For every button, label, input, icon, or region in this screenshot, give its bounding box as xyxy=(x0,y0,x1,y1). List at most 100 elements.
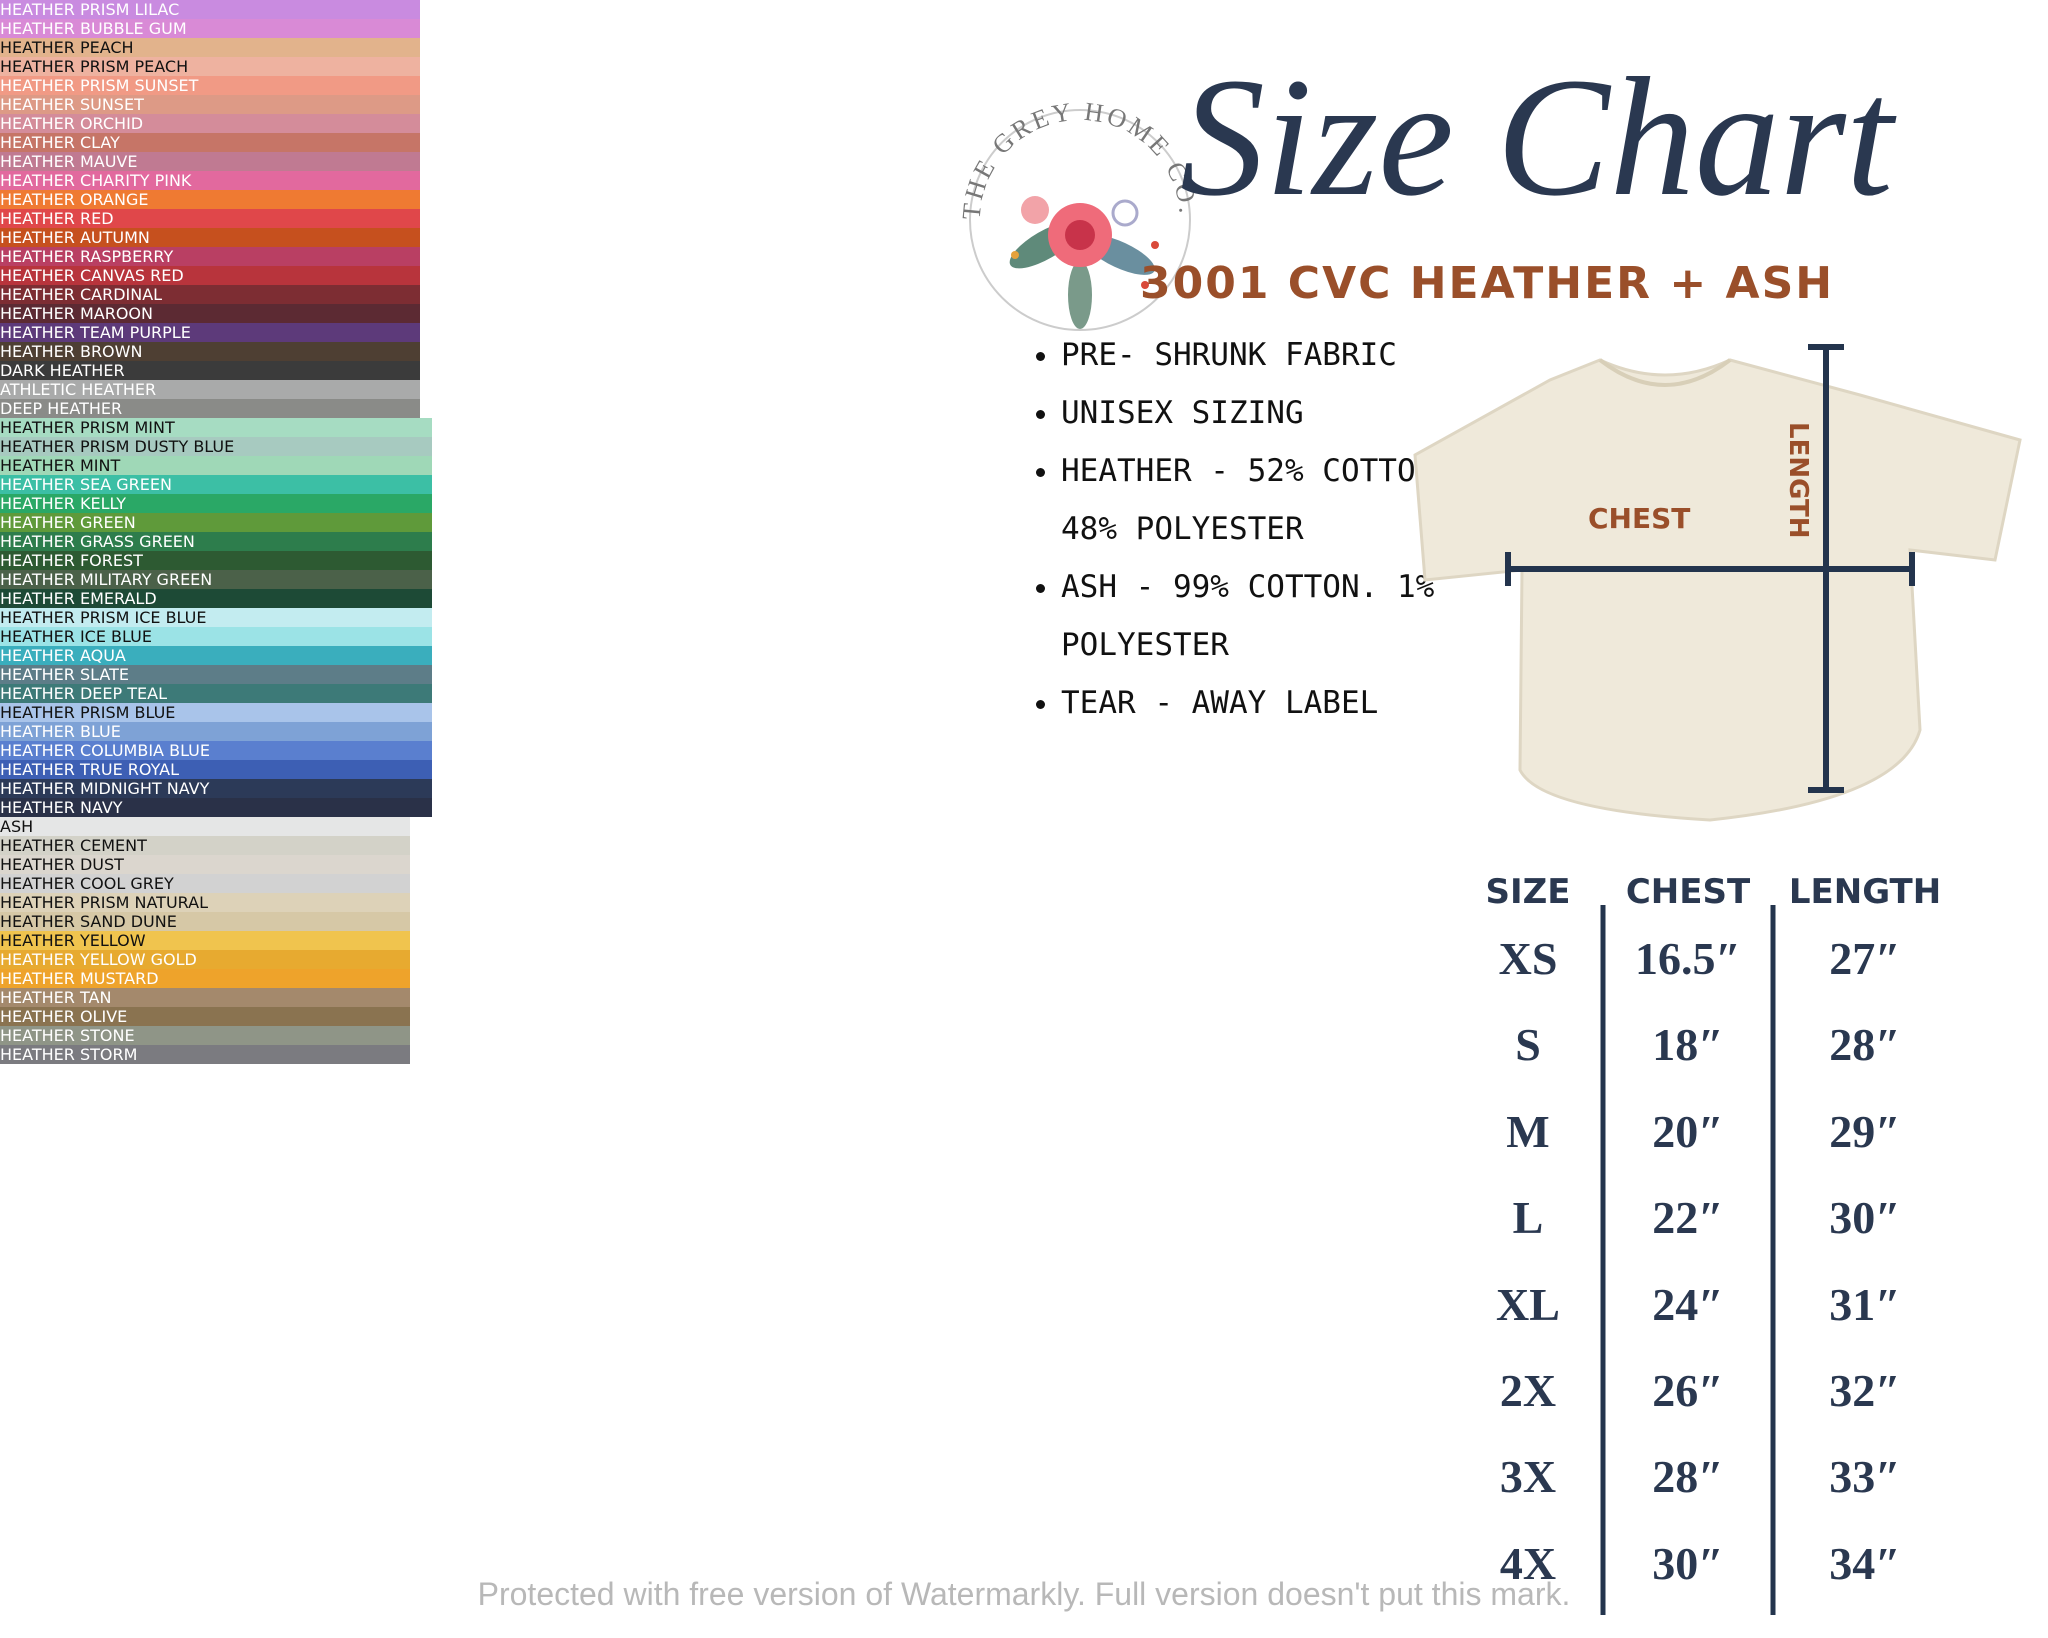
color-swatch: HEATHER MINT xyxy=(0,456,432,475)
color-swatch: HEATHER PRISM ICE BLUE xyxy=(0,608,432,627)
color-swatch: HEATHER MUSTARD xyxy=(0,969,410,988)
color-column: ASH HEATHER CEMENT HEATHER DUST HEATHER COO… xyxy=(0,817,2048,1064)
color-swatch: DEEP HEATHER xyxy=(0,399,420,418)
color-swatch: HEATHER PRISM LILAC xyxy=(0,0,420,19)
color-swatch: HEATHER BLUE xyxy=(0,722,432,741)
table-cell: 24″ xyxy=(1652,1278,1724,1330)
table-cell: 2X xyxy=(1499,1365,1557,1416)
color-swatch: HEATHER BUBBLE GUM xyxy=(0,19,420,38)
color-swatch: HEATHER CANVAS RED xyxy=(0,266,420,285)
title: Size Chart xyxy=(1180,43,1894,231)
color-swatch: HEATHER STONE xyxy=(0,1026,410,1045)
color-swatch: HEATHER DUST xyxy=(0,855,410,874)
color-swatch: HEATHER GREEN xyxy=(0,513,432,532)
color-swatch: HEATHER GRASS GREEN xyxy=(0,532,432,551)
length-label: LENGTH xyxy=(1783,422,1813,538)
table-cell: 4X xyxy=(1499,1537,1557,1589)
table-header: LENGTH xyxy=(1788,872,1942,912)
color-swatch: HEATHER COOL GREY xyxy=(0,874,410,893)
color-swatch: HEATHER AQUA xyxy=(0,646,432,665)
table-cell: 16.5″ xyxy=(1635,933,1741,984)
color-swatch: HEATHER ORANGE xyxy=(0,190,420,209)
color-swatch: HEATHER BROWN xyxy=(0,342,420,361)
color-swatch: HEATHER CLAY xyxy=(0,133,420,152)
color-swatch: HEATHER ICE BLUE xyxy=(0,627,432,646)
table-cell: L xyxy=(1512,1192,1544,1244)
table-cell: 3X xyxy=(1499,1451,1557,1503)
table-cell: 30″ xyxy=(1829,1192,1901,1244)
color-swatch: HEATHER SAND DUNE xyxy=(0,912,410,931)
color-swatch: HEATHER STORM xyxy=(0,1045,410,1064)
feature: UNISEX SIZING xyxy=(1061,384,1461,442)
color-swatch: DARK HEATHER xyxy=(0,361,420,380)
color-swatch: HEATHER RED xyxy=(0,209,420,228)
brand: THE GREY HOME CO. xyxy=(957,97,1203,221)
table-cell: XL xyxy=(1496,1278,1560,1330)
table-cell: 31″ xyxy=(1829,1278,1901,1330)
table-cell: 20″ xyxy=(1652,1105,1724,1157)
color-swatch: ATHLETIC HEATHER xyxy=(0,380,420,399)
color-swatch: HEATHER OLIVE xyxy=(0,1007,410,1026)
table-cell: 27″ xyxy=(1829,933,1901,984)
color-column: HEATHER PRISM LILAC HEATHER BUBBLE GUM HEA… xyxy=(0,0,2048,418)
table-cell: 34″ xyxy=(1829,1537,1901,1589)
color-swatch: HEATHER CHARITY PINK xyxy=(0,171,420,190)
feature: HEATHER - 52% COTTON. 48% POLYESTER xyxy=(1061,442,1461,558)
color-swatch: HEATHER MAUVE xyxy=(0,152,420,171)
color-swatch: ASH xyxy=(0,817,410,836)
subtitle: 3001 CVC HEATHER + ASH xyxy=(1140,258,1835,309)
brand-text: THE GREY HOME CO. xyxy=(957,97,1200,221)
color-swatch: HEATHER EMERALD xyxy=(0,589,432,608)
table-cell: 28″ xyxy=(1829,1019,1901,1071)
color-swatch: HEATHER AUTUMN xyxy=(0,228,420,247)
table-cell: 32″ xyxy=(1829,1365,1901,1416)
feature: PRE- SHRUNK FABRIC xyxy=(1061,326,1461,384)
color-swatch: HEATHER ORCHID xyxy=(0,114,420,133)
color-swatch: HEATHER YELLOW xyxy=(0,931,410,950)
color-swatch: HEATHER NAVY xyxy=(0,798,432,817)
color-swatch: HEATHER PRISM PEACH xyxy=(0,57,420,76)
color-swatch: HEATHER FOREST xyxy=(0,551,432,570)
table-dividers xyxy=(1600,905,1776,1615)
feature: ASH - 99% COTTON. 1% POLYESTER xyxy=(1061,558,1461,674)
table-cell: 26″ xyxy=(1652,1365,1724,1416)
color-swatch: HEATHER SUNSET xyxy=(0,95,420,114)
table-header: CHEST xyxy=(1625,872,1751,912)
color-swatch: HEATHER DEEP TEAL xyxy=(0,684,432,703)
table-cell: 30″ xyxy=(1652,1537,1724,1589)
color-swatch: HEATHER COLUMBIA BLUE xyxy=(0,741,432,760)
logo: THE GREY HOME CO. xyxy=(957,97,1203,331)
shirt: CHEST LENGTH xyxy=(1413,344,2022,822)
color-swatch: HEATHER PRISM SUNSET xyxy=(0,76,420,95)
color-swatch: HEATHER KELLY xyxy=(0,494,432,513)
color-swatch: HEATHER PRISM MINT xyxy=(0,418,432,437)
color-swatch: HEATHER SLATE xyxy=(0,665,432,684)
chest-label: CHEST xyxy=(1588,502,1690,535)
color-swatch: HEATHER TRUE ROYAL xyxy=(0,760,432,779)
table-cell: 28″ xyxy=(1652,1451,1724,1503)
table-header: SIZE xyxy=(1485,872,1571,912)
color-swatch: HEATHER MILITARY GREEN xyxy=(0,570,432,589)
table-cell: M xyxy=(1506,1105,1550,1157)
watermark: Protected with free version of Watermark… xyxy=(477,1576,1571,1612)
color-column: HEATHER PRISM MINT HEATHER PRISM DUSTY BL… xyxy=(0,418,2048,817)
table-cell: 29″ xyxy=(1829,1105,1901,1157)
color-swatch: HEATHER RASPBERRY xyxy=(0,247,420,266)
table-cell: 33″ xyxy=(1829,1451,1901,1503)
color-swatch: HEATHER SEA GREEN xyxy=(0,475,432,494)
color-swatch: HEATHER PRISM DUSTY BLUE xyxy=(0,437,432,456)
color-swatch: HEATHER TEAM PURPLE xyxy=(0,323,420,342)
table-cell: 22″ xyxy=(1652,1192,1724,1244)
feature: TEAR - AWAY LABEL xyxy=(1061,674,1461,732)
color-swatch: HEATHER YELLOW GOLD xyxy=(0,950,410,969)
color-swatch: HEATHER PRISM NATURAL xyxy=(0,893,410,912)
table-cell: XS xyxy=(1498,933,1558,984)
table-cell: S xyxy=(1515,1019,1541,1071)
color-swatch: HEATHER PRISM BLUE xyxy=(0,703,432,722)
color-swatch: HEATHER MIDNIGHT NAVY xyxy=(0,779,432,798)
feature-list: PRE- SHRUNK FABRICUNISEX SIZINGHEATHER -… xyxy=(1025,326,1461,732)
color-swatch: HEATHER MAROON xyxy=(0,304,420,323)
color-swatch: HEATHER TAN xyxy=(0,988,410,1007)
color-swatch: HEATHER CEMENT xyxy=(0,836,410,855)
